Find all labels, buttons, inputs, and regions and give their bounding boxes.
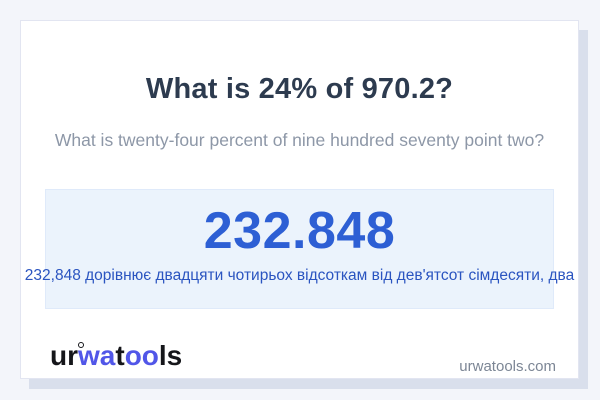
answer-sentence-ukrainian: 232,848 дорівнює двадцяти чотирьох відсо… — [24, 267, 575, 285]
answer-panel: 232.848 232,848 дорівнює двадцяти чотирь… — [25, 189, 574, 309]
logo-part-t: t — [115, 340, 125, 371]
answer-value: 232.848 — [203, 202, 396, 260]
question-title: What is 24% of 970.2? — [145, 73, 454, 105]
website-url: urwatools.com — [459, 358, 556, 375]
urwatools-logo: urwatools — [50, 341, 182, 371]
logo-part-oo: oo — [124, 340, 159, 371]
logo-part-wa: wa — [78, 340, 116, 371]
result-card: What is 24% of 970.2? What is twenty-fou… — [20, 20, 579, 379]
logo-ring-icon — [78, 342, 84, 348]
logo-part-ls: ls — [158, 340, 183, 371]
logo-part-ur: ur — [50, 340, 78, 371]
question-subtitle-words: What is twenty-four percent of nine hund… — [54, 130, 545, 150]
